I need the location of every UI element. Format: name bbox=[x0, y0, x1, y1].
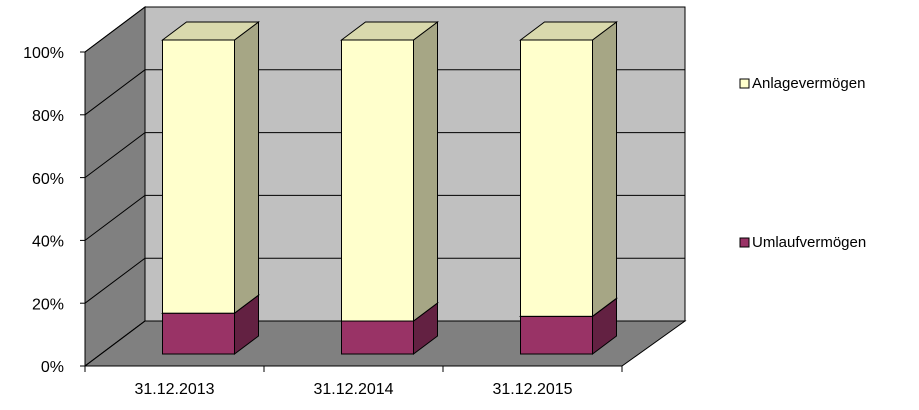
grid-line bbox=[84, 132, 685, 179]
bar-side bbox=[592, 21, 617, 318]
bar-side bbox=[234, 21, 259, 315]
bar bbox=[520, 39, 593, 317]
y-tick-label: 60% bbox=[32, 171, 64, 188]
bar-top bbox=[340, 21, 439, 41]
y-tick-label: 80% bbox=[32, 108, 64, 125]
legend-label: Umlaufvermögen bbox=[752, 234, 866, 251]
y-tick-label: 40% bbox=[32, 234, 64, 251]
y-tick-label: 0% bbox=[41, 359, 64, 376]
x-tick-label: 31.12.2015 bbox=[492, 381, 572, 398]
y-tick-label: 100% bbox=[23, 45, 64, 62]
side-wall bbox=[84, 6, 146, 367]
legend-label: Anlagevermögen bbox=[752, 75, 865, 92]
grid-line bbox=[84, 257, 685, 304]
bar-top bbox=[519, 21, 618, 41]
y-tick-label: 20% bbox=[32, 296, 64, 313]
bar bbox=[341, 39, 414, 322]
bar bbox=[341, 320, 414, 355]
x-tick-label: 31.12.2014 bbox=[313, 381, 393, 398]
grid-line bbox=[84, 194, 685, 241]
grid-line bbox=[84, 6, 685, 53]
bar bbox=[162, 39, 235, 314]
legend-swatch bbox=[739, 237, 750, 248]
bar bbox=[520, 315, 593, 355]
grid-line bbox=[84, 69, 685, 116]
bar-top bbox=[161, 21, 260, 41]
grid-line bbox=[84, 320, 685, 367]
x-tick-label: 31.12.2013 bbox=[134, 381, 214, 398]
bar-side bbox=[413, 21, 438, 323]
bar bbox=[162, 312, 235, 355]
legend-swatch bbox=[739, 78, 750, 89]
